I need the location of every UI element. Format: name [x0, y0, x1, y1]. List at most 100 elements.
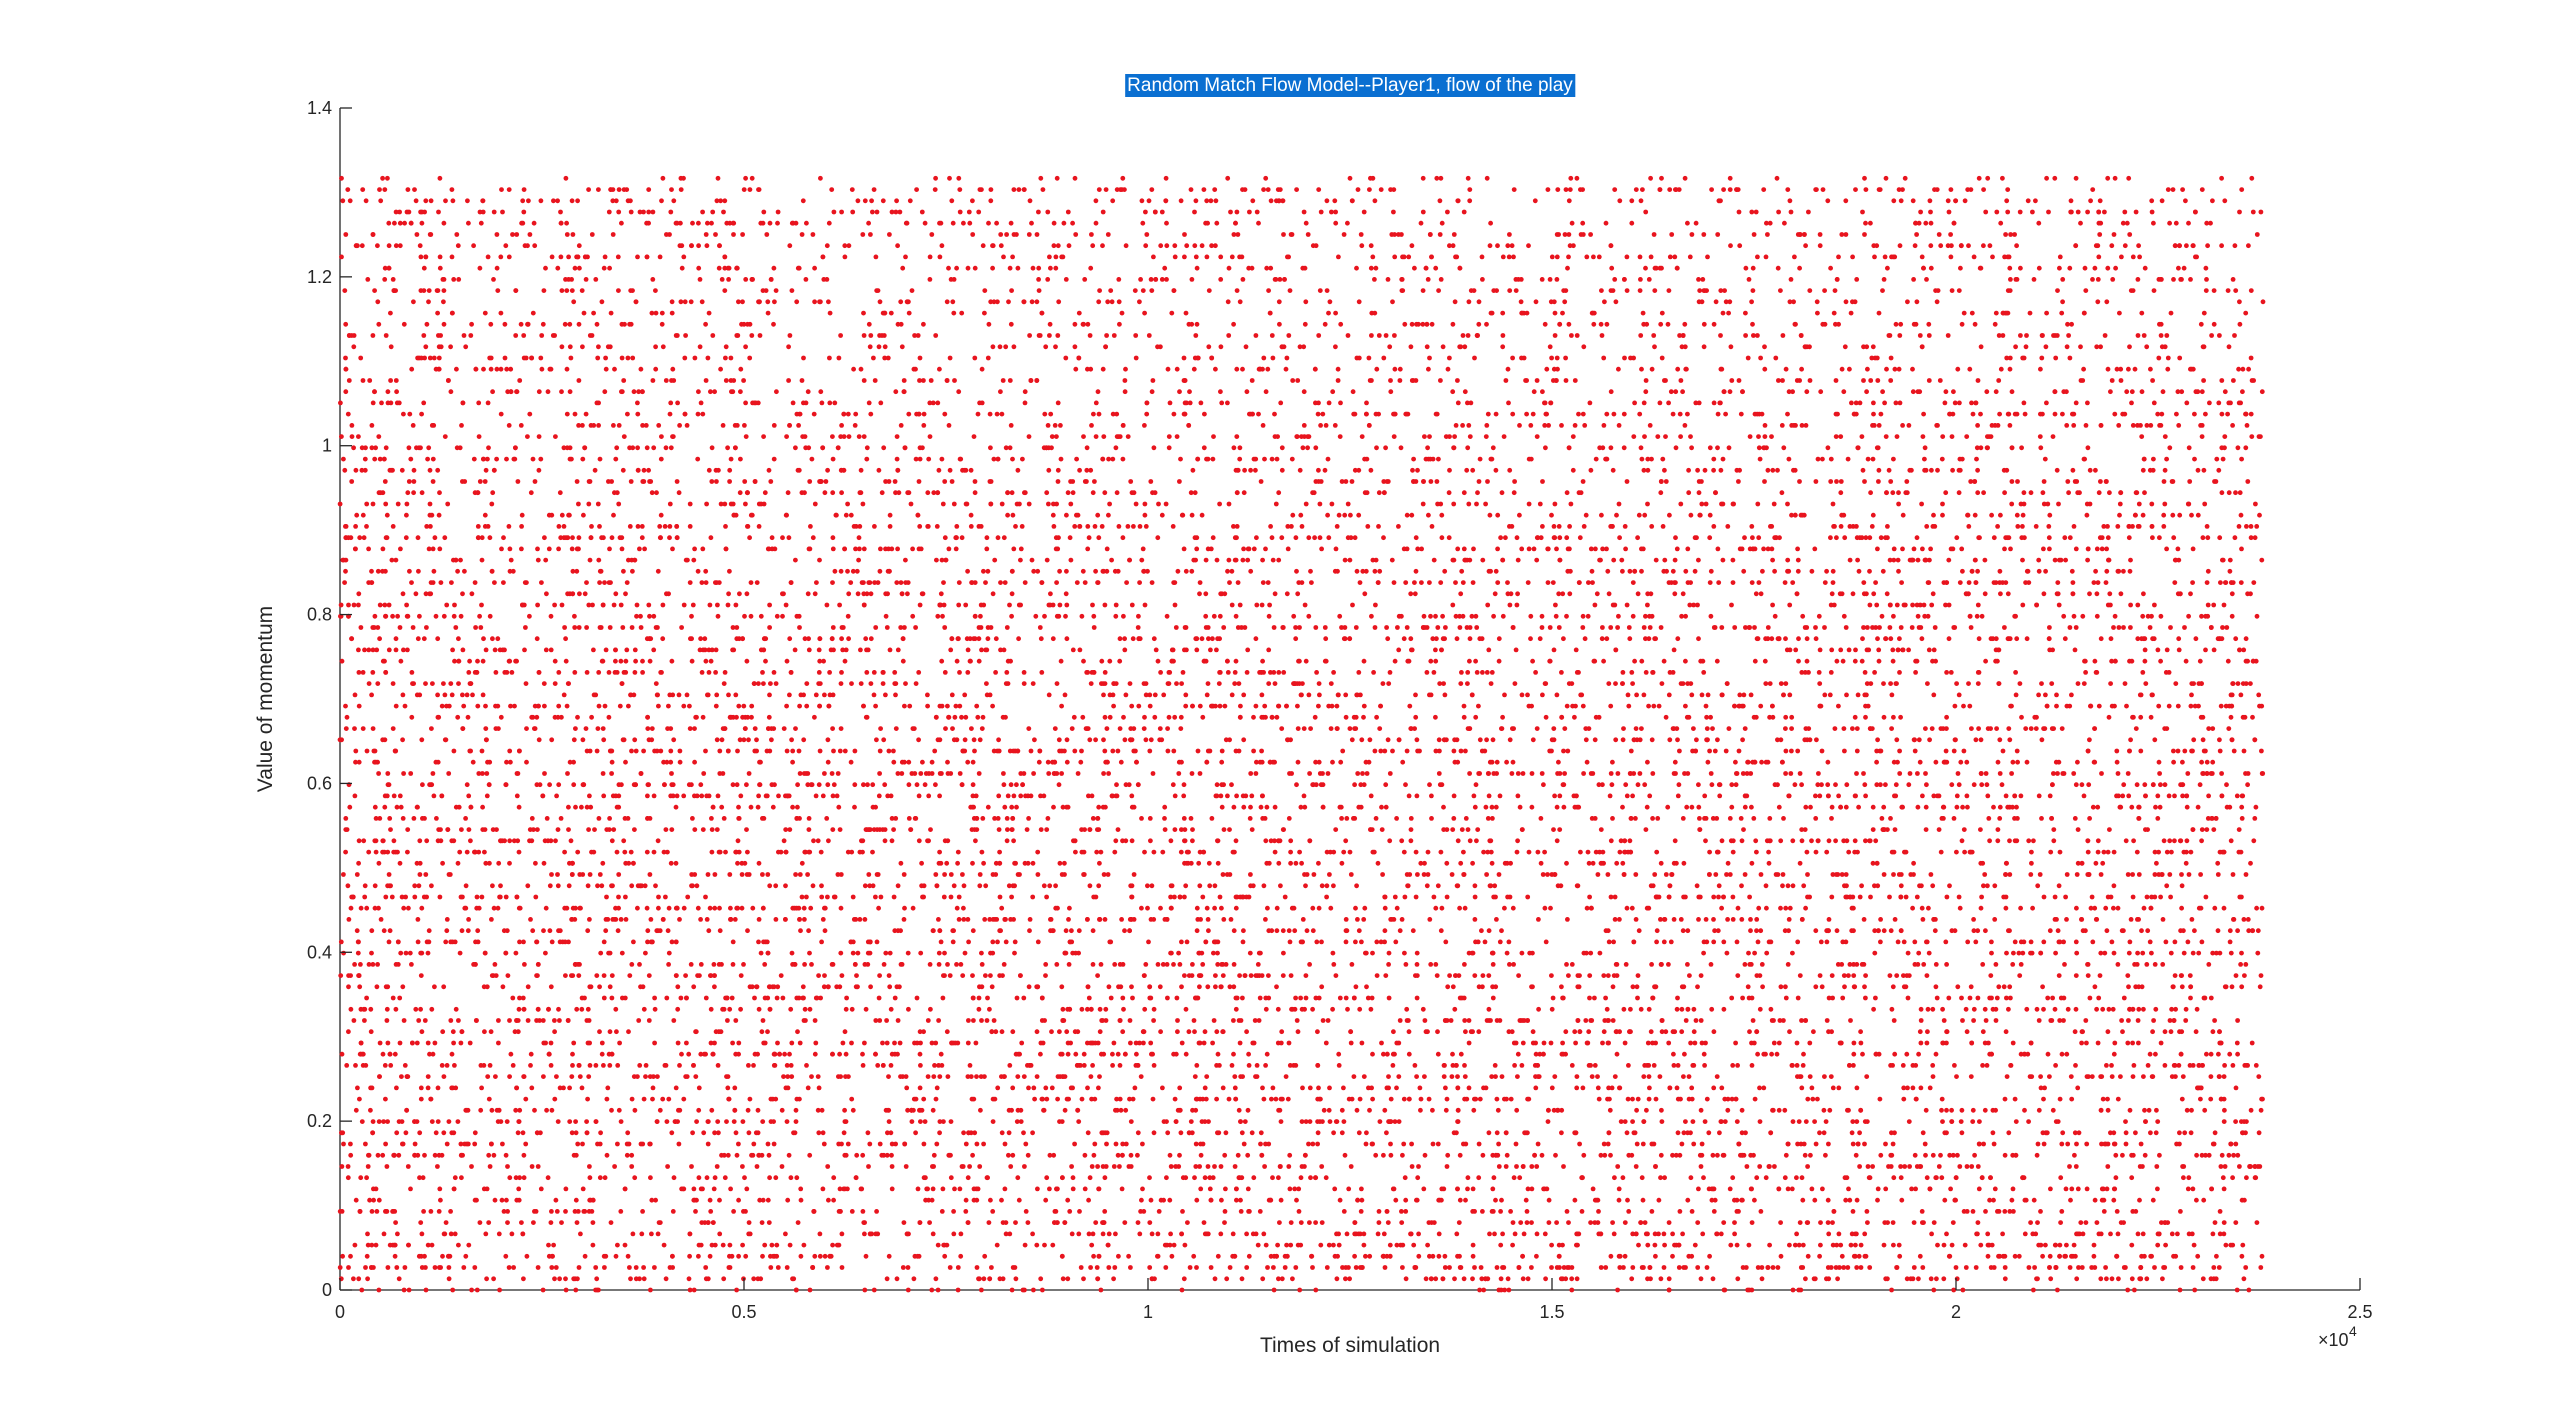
scatter-point [1168, 894, 1173, 900]
scatter-point [1925, 1006, 1931, 1012]
scatter-point [607, 546, 612, 552]
scatter-point [1370, 1096, 1375, 1102]
scatter-point [1363, 1253, 1368, 1259]
scatter-point [1480, 1152, 1486, 1158]
scatter-point [1988, 1265, 1994, 1270]
scatter-point [1916, 737, 1922, 743]
scatter-point [652, 995, 657, 1001]
scatter-point [1319, 1220, 1325, 1225]
scatter-point [1786, 928, 1791, 934]
scatter-point [1953, 1265, 1959, 1270]
scatter-point [1064, 512, 1069, 518]
scatter-point [360, 378, 366, 383]
scatter-point [757, 333, 763, 338]
scatter-point [1653, 557, 1659, 563]
scatter-point [826, 220, 832, 226]
scatter-point [370, 670, 376, 675]
scatter-point [1982, 872, 1988, 877]
scatter-point [1567, 591, 1573, 597]
scatter-point [665, 849, 670, 855]
scatter-point [1884, 591, 1890, 597]
scatter-point [933, 1096, 939, 1102]
scatter-point [1266, 288, 1271, 293]
scatter-point [567, 1085, 572, 1091]
scatter-point [1062, 692, 1068, 698]
scatter-point [998, 232, 1004, 237]
scatter-point [538, 355, 544, 361]
scatter-point [910, 613, 916, 619]
scatter-point [1818, 389, 1824, 395]
scatter-point [2124, 389, 2130, 395]
scatter-point [1700, 277, 1706, 282]
scatter-point [2214, 1253, 2219, 1259]
scatter-point [1683, 658, 1688, 664]
scatter-point [698, 917, 703, 922]
scatter-point [556, 1006, 561, 1012]
scatter-point [2221, 1186, 2227, 1192]
scatter-point [954, 905, 960, 911]
scatter-point [1362, 905, 1368, 911]
scatter-point [2135, 950, 2141, 956]
scatter-point [704, 501, 709, 507]
scatter-point [1498, 1276, 1504, 1282]
scatter-point [477, 613, 482, 619]
scatter-point [1848, 1018, 1853, 1023]
scatter-point [1978, 344, 1984, 350]
scatter-point [1292, 1006, 1298, 1012]
scatter-point [1302, 872, 1307, 877]
scatter-point [1462, 1074, 1468, 1079]
scatter-point [684, 423, 690, 428]
scatter-point [476, 905, 482, 911]
scatter-point [1985, 1231, 1991, 1237]
scatter-point [749, 333, 755, 338]
scatter-point [1336, 1063, 1342, 1068]
scatter-point [597, 1029, 602, 1035]
scatter-point [1072, 321, 1078, 327]
scatter-point [1465, 445, 1471, 451]
scatter-point [1875, 378, 1881, 383]
scatter-point [1140, 220, 1146, 226]
scatter-point [1167, 1152, 1173, 1158]
scatter-point [1767, 1242, 1772, 1248]
scatter-point [1881, 1242, 1887, 1248]
scatter-point [494, 827, 499, 832]
scatter-point [1470, 580, 1476, 585]
scatter-point [1987, 243, 1993, 249]
scatter-point [1354, 265, 1359, 271]
scatter-point [2062, 535, 2068, 541]
scatter-point [2048, 849, 2054, 855]
scatter-point [1512, 1231, 1518, 1237]
scatter-point [496, 1040, 501, 1046]
scatter-point [2104, 546, 2110, 552]
scatter-point [563, 636, 568, 642]
scatter-point [2066, 333, 2072, 338]
scatter-point [1300, 1085, 1305, 1091]
scatter-point [1641, 400, 1647, 406]
scatter-point [636, 1018, 642, 1023]
scatter-point [514, 232, 520, 237]
scatter-point [1259, 602, 1265, 608]
scatter-point [1836, 793, 1841, 799]
scatter-point [881, 962, 887, 967]
scatter-point [1633, 187, 1639, 193]
scatter-point [1753, 838, 1759, 844]
scatter-point [418, 1220, 424, 1225]
scatter-point [1543, 939, 1549, 945]
scatter-point [2017, 209, 2023, 215]
scatter-point [1081, 1051, 1087, 1057]
scatter-point [470, 692, 475, 698]
scatter-point [1325, 771, 1331, 776]
scatter-point [961, 1130, 966, 1136]
scatter-point [1074, 456, 1079, 462]
scatter-point [827, 310, 833, 316]
scatter-point [1125, 434, 1131, 439]
scatter-point [1295, 591, 1301, 597]
scatter-point [1427, 434, 1432, 439]
scatter-point [1352, 467, 1358, 473]
scatter-point [2179, 872, 2184, 877]
scatter-point [715, 1119, 721, 1124]
scatter-point [2115, 1231, 2121, 1237]
scatter-point [584, 625, 589, 630]
scatter-point [1917, 759, 1923, 765]
scatter-point [1168, 1231, 1173, 1237]
